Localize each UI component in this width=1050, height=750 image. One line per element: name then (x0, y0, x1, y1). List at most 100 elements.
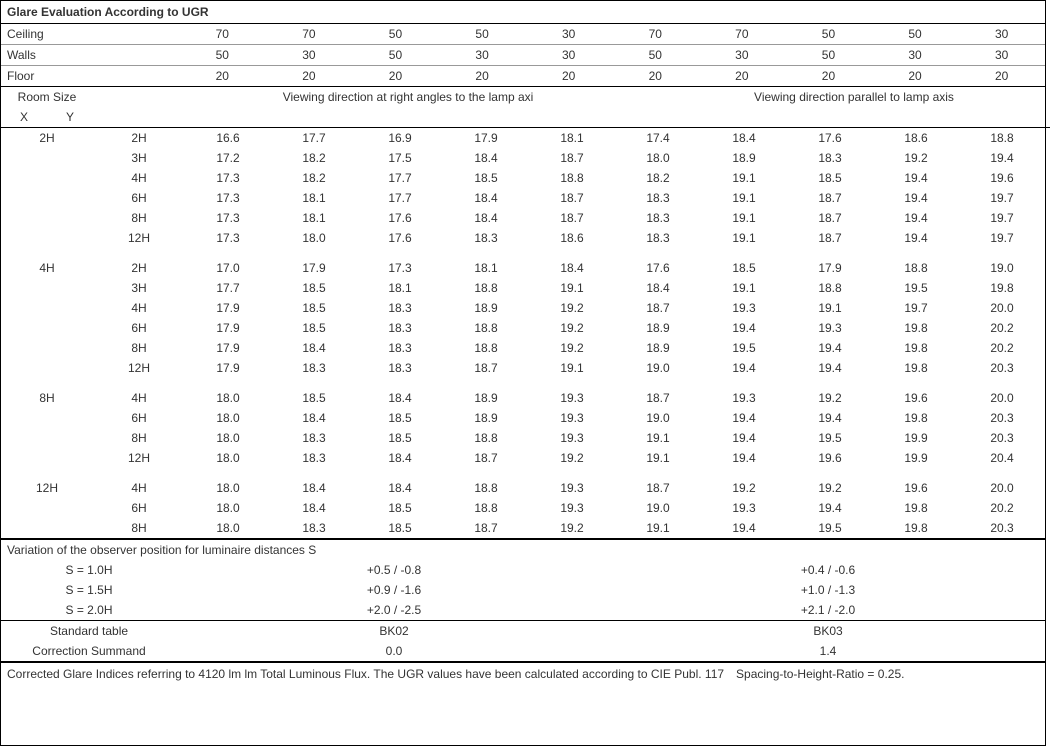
ugr-value: 19.3 (529, 498, 615, 518)
ugr-value: 18.7 (529, 148, 615, 168)
ugr-value: 17.6 (615, 258, 701, 278)
room-y: 6H (93, 408, 185, 428)
ugr-value: 18.5 (357, 428, 443, 448)
ugr-value: 18.3 (615, 188, 701, 208)
header-value: 20 (699, 66, 786, 87)
ugr-value: 19.1 (615, 448, 701, 468)
ugr-value: 18.6 (873, 128, 959, 148)
ugr-value: 18.7 (529, 188, 615, 208)
ugr-value: 19.4 (873, 168, 959, 188)
table-row: 8H18.018.318.518.719.219.119.419.519.820… (1, 518, 1045, 539)
ugr-value: 19.8 (873, 338, 959, 358)
ugr-value: 18.7 (443, 518, 529, 539)
ugr-value: 18.2 (271, 168, 357, 188)
ugr-value: 18.0 (185, 428, 271, 448)
ugr-value: 19.6 (873, 388, 959, 408)
ugr-value: 19.1 (701, 208, 787, 228)
ugr-value: 20.2 (959, 338, 1045, 358)
ugr-value: 17.9 (185, 298, 271, 318)
ugr-value: 16.9 (357, 128, 443, 148)
variation-label: S = 1.5H (1, 580, 177, 600)
room-x (1, 428, 93, 448)
ugr-value: 17.9 (185, 338, 271, 358)
ugr-value: 17.9 (185, 318, 271, 338)
room-y: 8H (93, 208, 185, 228)
ugr-value: 19.3 (529, 478, 615, 498)
room-x (1, 228, 93, 248)
variation-title-row: Variation of the observer position for l… (1, 540, 1045, 560)
ugr-value: 18.1 (357, 278, 443, 298)
std-left: 0.0 (177, 641, 611, 661)
variation-title: Variation of the observer position for l… (1, 540, 1045, 560)
ugr-value: 18.3 (357, 298, 443, 318)
room-x (1, 408, 93, 428)
ugr-value: 18.0 (185, 448, 271, 468)
header-value: 20 (958, 66, 1045, 87)
header-value: 70 (266, 24, 353, 45)
std-label: Standard table (1, 621, 177, 641)
ugr-value: 19.7 (873, 298, 959, 318)
variation-row: S = 1.5H+0.9 / -1.6+1.0 / -1.3 (1, 580, 1045, 600)
header-value: 30 (958, 45, 1045, 66)
ugr-value: 19.2 (787, 388, 873, 408)
ugr-value: 18.5 (271, 298, 357, 318)
ugr-value: 18.7 (787, 228, 873, 248)
ugr-value: 19.4 (787, 338, 873, 358)
ugr-value: 19.4 (787, 358, 873, 378)
ugr-value: 19.4 (701, 318, 787, 338)
viewing-dir-left: Viewing direction at right angles to the… (185, 87, 631, 107)
ugr-value: 19.1 (615, 428, 701, 448)
ugr-value: 19.1 (701, 188, 787, 208)
ugr-value: 17.9 (271, 258, 357, 278)
ugr-value: 19.4 (701, 428, 787, 448)
room-x (1, 358, 93, 378)
std-row: Standard tableBK02BK03 (1, 621, 1045, 641)
room-x (1, 168, 93, 188)
ugr-value: 18.0 (185, 478, 271, 498)
ugr-value: 19.3 (787, 318, 873, 338)
y-label: Y (47, 107, 93, 128)
ugr-value: 19.4 (701, 408, 787, 428)
ugr-value: 17.3 (357, 258, 443, 278)
room-y: 12H (93, 228, 185, 248)
ugr-value: 18.0 (271, 228, 357, 248)
variation-row: S = 1.0H+0.5 / -0.8+0.4 / -0.6 (1, 560, 1045, 580)
ugr-value: 18.7 (443, 358, 529, 378)
ugr-value: 18.1 (271, 188, 357, 208)
table-row: 12H17.918.318.318.719.119.019.419.419.82… (1, 358, 1045, 378)
ugr-value: 17.2 (185, 148, 271, 168)
variation-label: S = 2.0H (1, 600, 177, 620)
ugr-value: 19.8 (959, 278, 1045, 298)
ugr-value: 19.3 (701, 298, 787, 318)
ugr-value: 19.8 (873, 498, 959, 518)
standard-table: Standard tableBK02BK03Correction Summand… (1, 621, 1045, 661)
section-header: Room Size Viewing direction at right ang… (1, 87, 1050, 128)
variation-right: +2.1 / -2.0 (611, 600, 1045, 620)
room-y: 6H (93, 318, 185, 338)
ugr-value: 17.7 (271, 128, 357, 148)
ugr-value: 18.7 (787, 208, 873, 228)
variation-left: +0.9 / -1.6 (177, 580, 611, 600)
ugr-value: 18.3 (271, 448, 357, 468)
ugr-value: 19.2 (787, 478, 873, 498)
table-row: 4H2H17.017.917.318.118.417.618.517.918.8… (1, 258, 1045, 278)
ugr-value: 18.4 (357, 388, 443, 408)
ugr-value: 18.5 (271, 318, 357, 338)
ugr-value: 20.0 (959, 298, 1045, 318)
table-row: 8H17.318.117.618.418.718.319.118.719.419… (1, 208, 1045, 228)
ugr-value: 18.8 (529, 168, 615, 188)
table-row: 6H18.018.418.518.819.319.019.319.419.820… (1, 498, 1045, 518)
ugr-value: 19.4 (959, 148, 1045, 168)
ugr-value: 17.9 (185, 358, 271, 378)
ugr-value: 18.3 (443, 228, 529, 248)
ugr-value: 17.4 (615, 128, 701, 148)
ugr-value: 18.8 (959, 128, 1045, 148)
ugr-value: 19.3 (701, 388, 787, 408)
ugr-value: 18.3 (271, 358, 357, 378)
ugr-value: 18.3 (787, 148, 873, 168)
room-y: 2H (93, 128, 185, 148)
ugr-value: 19.4 (701, 448, 787, 468)
table-row: 2H2H16.617.716.917.918.117.418.417.618.6… (1, 128, 1045, 148)
ugr-value: 19.4 (787, 498, 873, 518)
ugr-value: 19.8 (873, 518, 959, 539)
